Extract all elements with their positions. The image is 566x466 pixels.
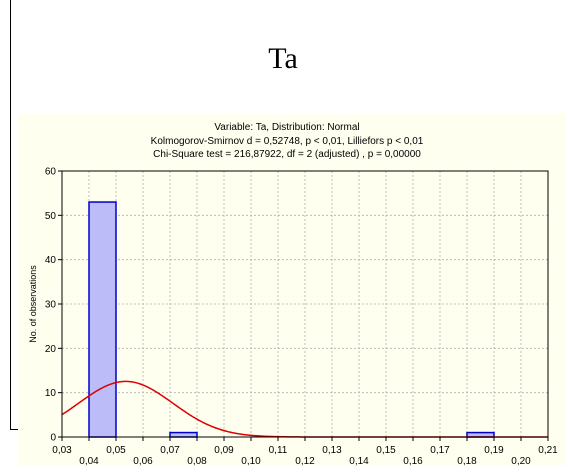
y-tick-label: 40	[45, 255, 57, 266]
histogram-bar	[169, 431, 198, 438]
grid-lines	[62, 171, 548, 437]
x-tick-labels: 0,03 0,05 0,07 0,09 0,11 0,13 0,15 0,17 0,19 0,21…	[52, 437, 558, 466]
x-tick-label-lower: 0,14	[349, 456, 369, 466]
x-tick-label-lower: 0,18	[457, 456, 477, 466]
x-tick-label-upper: 0,07	[160, 445, 180, 456]
y-tick-label: 10	[45, 388, 57, 399]
y-tick-label: 0	[50, 433, 56, 444]
chart-title-line-2: Kolmogorov-Smirnov d = 0,52748, p < 0,01…	[151, 136, 424, 147]
x-tick-label-upper: 0,11	[269, 445, 288, 456]
x-tick-label-lower: 0,08	[187, 456, 207, 466]
y-tick-label: 50	[45, 211, 57, 222]
x-tick-label-lower: 0,16	[403, 456, 423, 466]
x-tick-label-upper: 0,21	[538, 445, 558, 456]
page-border-stub	[10, 429, 18, 430]
x-tick-label-lower: 0,12	[295, 456, 315, 466]
x-tick-label-upper: 0,03	[52, 445, 72, 456]
y-tick-label: 20	[45, 344, 57, 355]
x-tick-label-upper: 0,15	[376, 445, 396, 456]
x-tick-label-upper: 0,09	[214, 445, 234, 456]
chart-title-line-1: Variable: Ta, Distribution: Normal	[214, 122, 359, 133]
x-tick-label-lower: 0,20	[511, 456, 531, 466]
y-tick-label: 60	[45, 167, 57, 178]
y-tick-labels: 0 10 20 30 40 50 60	[45, 167, 62, 444]
x-tick-label-lower: 0,06	[133, 456, 153, 466]
histogram-bar	[88, 201, 117, 438]
y-axis-label: No. of observations	[28, 265, 38, 343]
x-tick-label-lower: 0,04	[79, 456, 99, 466]
page-border-left	[10, 0, 11, 430]
x-tick-label-upper: 0,13	[322, 445, 342, 456]
y-tick-label: 30	[45, 300, 57, 311]
x-tick-label-upper: 0,19	[484, 445, 504, 456]
x-tick-label-lower: 0,10	[241, 456, 261, 466]
chart-title-line-3: Chi-Square test = 216,87922, df = 2 (adj…	[153, 149, 421, 160]
histogram-bars	[88, 201, 495, 438]
page-heading: Ta	[268, 42, 298, 75]
x-tick-label-upper: 0,17	[430, 445, 450, 456]
x-tick-label-upper: 0,05	[106, 445, 126, 456]
